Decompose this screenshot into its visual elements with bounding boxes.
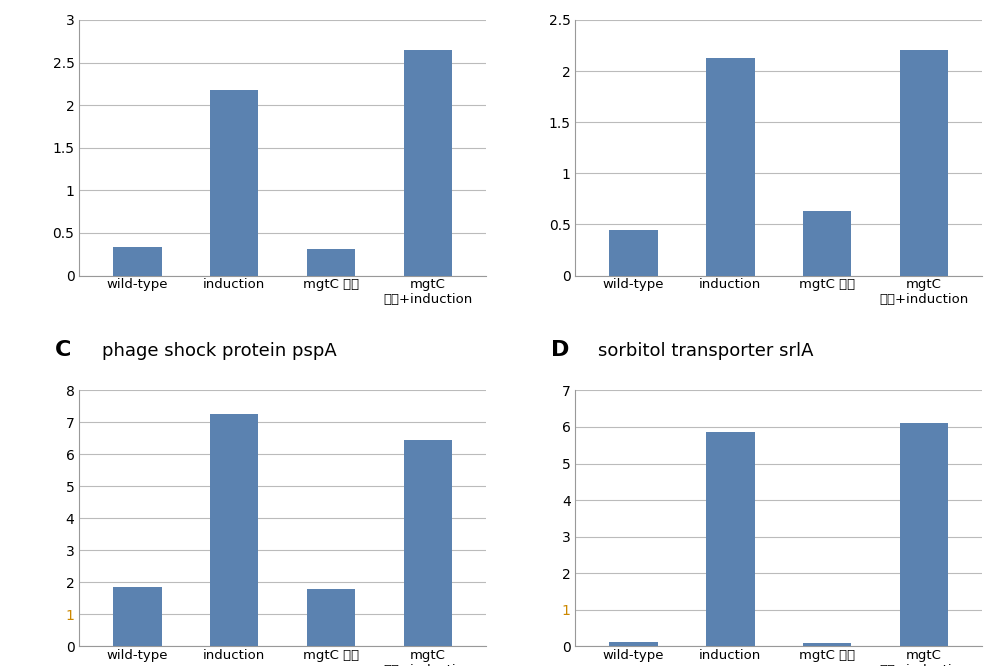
Bar [803, 211, 851, 276]
Bar [609, 641, 658, 646]
Bar [706, 58, 755, 276]
Text: sorbitol transporter srlA: sorbitol transporter srlA [598, 342, 813, 360]
Bar [609, 230, 658, 276]
Text: C: C [55, 340, 71, 360]
Bar [307, 249, 355, 276]
Bar [210, 414, 259, 646]
Text: D: D [551, 340, 569, 360]
Bar [113, 247, 162, 276]
Bar [900, 424, 948, 646]
Bar [210, 90, 259, 276]
Bar [706, 432, 755, 646]
Text: phage shock protein pspA: phage shock protein pspA [102, 342, 336, 360]
Bar [404, 440, 452, 646]
Bar [803, 643, 851, 646]
Bar [113, 587, 162, 646]
Bar [404, 50, 452, 276]
Bar [307, 589, 355, 646]
Bar [900, 50, 948, 276]
